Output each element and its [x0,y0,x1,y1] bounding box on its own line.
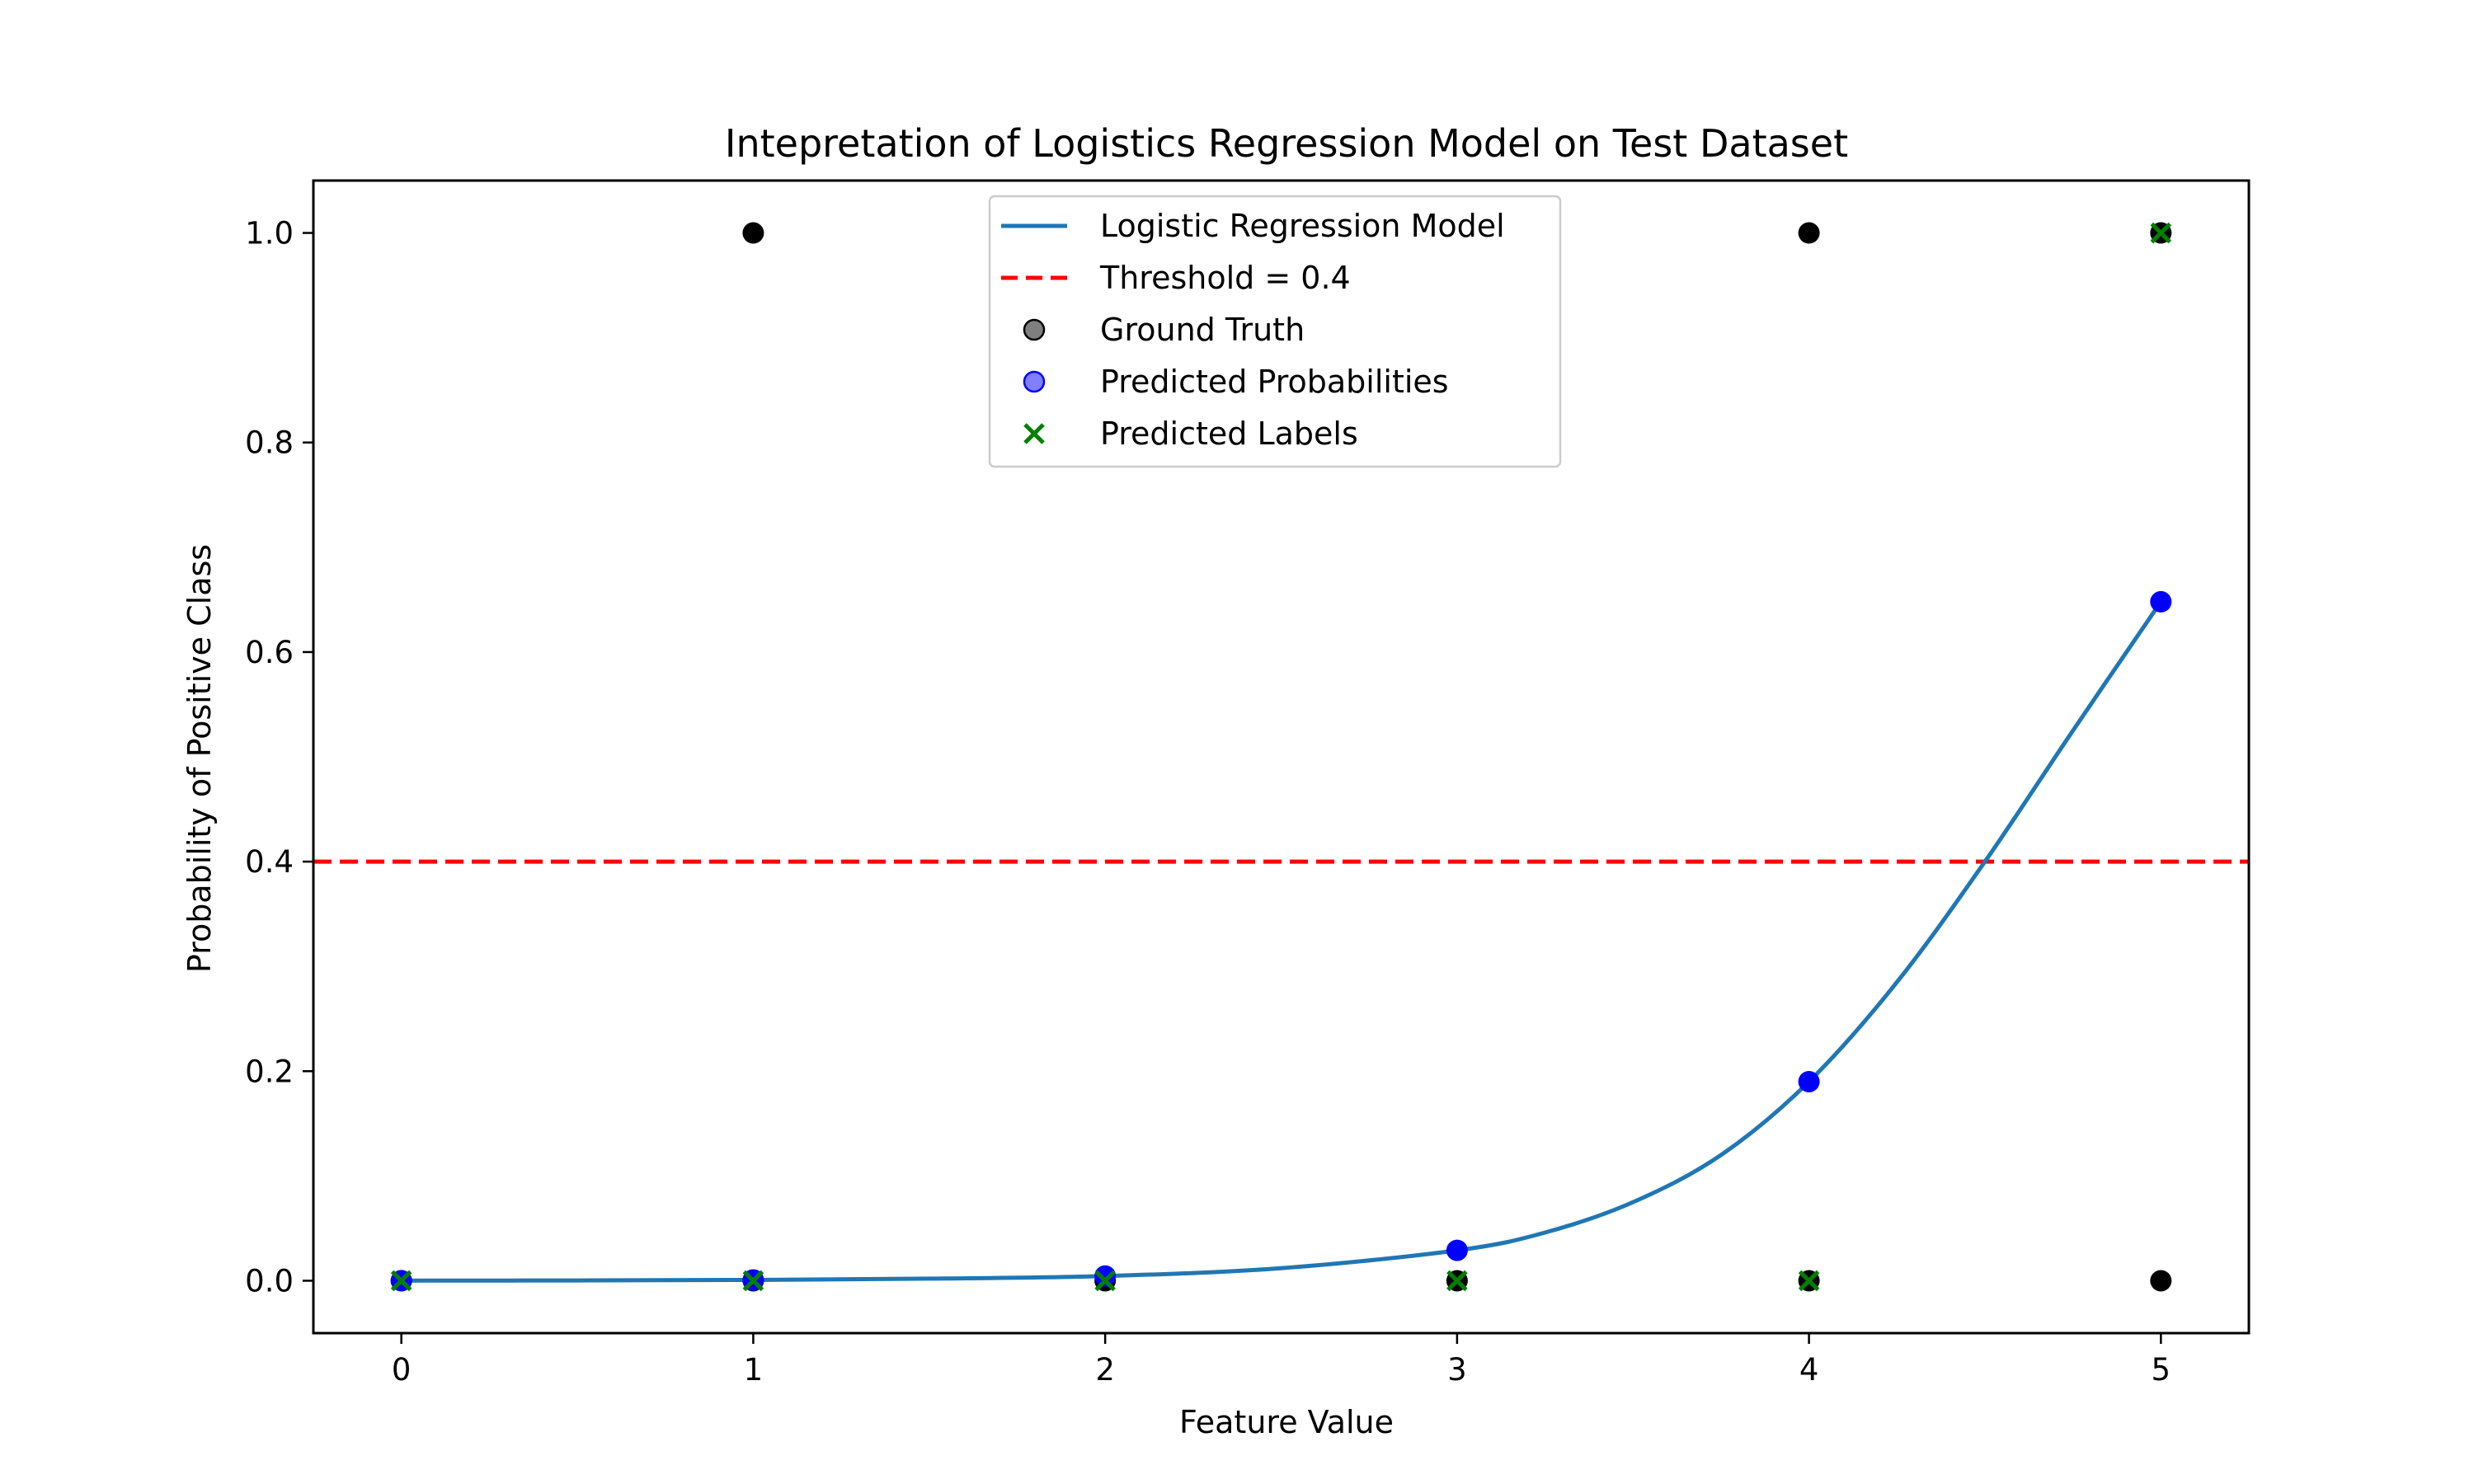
x-tick-label: 0 [392,1352,412,1388]
ground-truth-point [2150,1270,2172,1292]
plot-frame [312,179,2251,1335]
legend-label: Ground Truth [1100,312,1305,348]
chart-title: Intepretation of Logistics Regression Mo… [725,121,1848,166]
predicted-label-marker [1798,1270,1820,1292]
plot-area [312,179,2251,1335]
x-tick-label: 1 [744,1352,764,1388]
predicted-label-marker [2150,222,2172,244]
y-tick-label: 0.8 [245,425,294,461]
y-tick-label: 0.0 [245,1263,294,1298]
x-tick-label: 5 [2152,1352,2171,1388]
legend-label: Predicted Labels [1100,416,1358,452]
legend-ground-truth-marker [1023,318,1046,341]
ground-truth-point [742,222,764,244]
x-axis-label: Feature Value [1179,1404,1394,1440]
y-tick-label: 0.6 [245,635,294,670]
y-tick-label: 1.0 [245,216,294,251]
predicted-probability-point [2150,590,2172,613]
legend-label: Threshold = 0.4 [1099,260,1351,296]
x-axis: 0 1 2 3 4 5 [392,1333,2171,1388]
predicted-label-marker [390,1270,412,1292]
y-tick-label: 0.2 [245,1054,294,1089]
predicted-probability-point [1094,1265,1117,1287]
legend-label: Predicted Probabilities [1100,364,1449,400]
predicted-probability-point [1446,1239,1468,1261]
model-curve [401,600,2163,1283]
ground-truth-point [1798,222,1820,244]
predicted-label-marker [742,1270,764,1292]
x-tick-label: 2 [1095,1352,1115,1388]
legend: Logistic Regression Model Threshold = 0.4… [988,195,1562,468]
y-axis: 0.0 0.2 0.4 0.6 0.8 1.0 [245,216,313,1298]
legend-label: Logistic Regression Model [1100,208,1505,244]
y-axis-label: Probability of Positive Class [181,544,218,973]
legend-predicted-probabilities-marker [1023,370,1046,393]
y-tick-label: 0.4 [245,844,294,880]
legend-box [988,195,1562,468]
predicted-probability-point [1798,1070,1820,1092]
predicted-label-marker [1094,1270,1116,1292]
legend-predicted-labels-marker [1023,423,1045,444]
predicted-label-marker [1446,1270,1468,1292]
x-tick-label: 3 [1447,1352,1467,1388]
plot-contents [313,222,2249,1292]
x-tick-label: 4 [1799,1352,1819,1388]
